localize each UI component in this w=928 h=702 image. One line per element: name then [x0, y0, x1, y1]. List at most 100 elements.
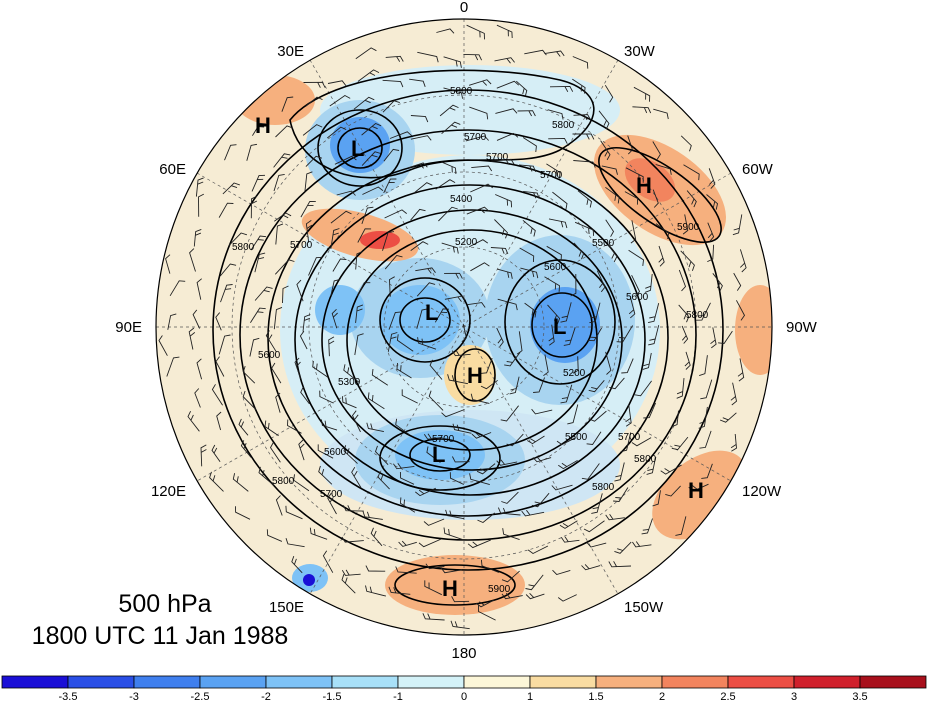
wind-barb — [730, 433, 737, 452]
wind-barb — [471, 432, 492, 439]
pressure-centers: H L H L L H L H H — [255, 113, 704, 601]
wind-barb — [254, 286, 273, 301]
longitude-labels: 0 30W 60W 90W 120W 150W 180 150E 120E 90… — [115, 0, 817, 662]
wind-barb — [648, 325, 660, 346]
wind-barb — [522, 219, 536, 237]
wind-barb — [220, 284, 233, 303]
contour-label: 5500 — [592, 238, 615, 249]
wind-barb — [480, 379, 498, 390]
anomaly-region — [735, 285, 772, 375]
wind-barb — [588, 410, 607, 422]
wind-barb — [218, 334, 231, 355]
wind-barb — [586, 542, 607, 548]
contour-line — [598, 146, 722, 244]
wind-barb — [342, 505, 364, 512]
wind-barb — [642, 352, 652, 370]
wind-barb — [355, 304, 364, 323]
wind-barb — [678, 304, 690, 323]
wind-barb — [445, 509, 465, 520]
wind-barb — [444, 295, 467, 302]
wind-barb — [322, 550, 334, 573]
wind-barb — [343, 445, 358, 464]
wind-barb — [601, 165, 618, 175]
wind-barb — [447, 374, 468, 385]
wind-barb — [287, 419, 302, 434]
wind-barb — [557, 594, 577, 602]
wind-barb — [274, 212, 292, 222]
wind-barb — [559, 520, 578, 529]
wind-barb — [652, 141, 661, 160]
wind-barb — [327, 493, 337, 515]
high-pressure-marker: H — [255, 113, 271, 138]
wind-barb — [388, 311, 402, 330]
wind-barb — [549, 85, 574, 93]
contour-line — [337, 127, 383, 169]
wind-barb — [242, 365, 256, 384]
wind-barb — [552, 191, 568, 210]
contour-labels: 5800 5700 5800 5700 5900 5400 5200 5500 … — [232, 86, 709, 595]
wind-barb — [215, 312, 222, 331]
contour-label: 5800 — [592, 482, 615, 493]
wind-barb — [469, 106, 489, 120]
wind-barb — [250, 235, 267, 251]
contour-line — [379, 277, 471, 363]
wind-barb — [461, 323, 467, 343]
wind-barb — [518, 164, 537, 172]
contour-label: 5400 — [450, 194, 473, 205]
wind-barb — [524, 302, 537, 318]
wind-barb — [357, 282, 371, 297]
wind-barb — [305, 220, 313, 243]
wind-barb — [475, 599, 495, 608]
wind-barb — [327, 80, 347, 86]
wind-barb — [285, 505, 303, 520]
wind-barb — [258, 466, 275, 486]
wind-barb — [398, 540, 417, 547]
contour-label: 5700 — [486, 152, 509, 163]
wind-barb — [480, 358, 493, 374]
wind-barb — [548, 137, 568, 144]
wind-barb — [598, 110, 610, 130]
wind-barb — [739, 249, 747, 273]
wind-barb — [560, 302, 572, 323]
wind-barb — [415, 267, 436, 274]
wind-barb — [653, 108, 669, 120]
wind-barb — [302, 314, 311, 332]
wind-barb — [737, 358, 745, 382]
wind-barb — [269, 442, 281, 463]
colorbar-swatch — [793, 675, 861, 689]
wind-barb — [712, 273, 723, 292]
wind-barb — [317, 444, 334, 459]
wind-barb — [478, 605, 496, 621]
wind-barb — [678, 269, 687, 292]
wind-barb — [680, 250, 695, 271]
wind-barb — [547, 304, 561, 325]
wind-barb — [527, 435, 545, 445]
wind-barb — [700, 379, 713, 400]
wind-barb — [423, 433, 443, 440]
wind-barb — [354, 333, 364, 356]
wind-barb — [665, 485, 681, 497]
anomaly-region — [303, 574, 315, 586]
wind-barb — [730, 382, 737, 406]
wind-barb — [501, 592, 523, 600]
wind-barb — [470, 262, 490, 272]
wind-barb — [625, 167, 644, 183]
longitude-label: 0 — [460, 0, 468, 16]
wind-barb — [275, 223, 284, 245]
wind-barb — [641, 518, 653, 535]
wind-barb — [710, 327, 717, 349]
wind-barb — [596, 270, 606, 293]
wind-barb — [517, 110, 536, 117]
wind-barb — [606, 242, 618, 263]
wind-barb — [395, 566, 417, 574]
colorbar-tick-label: 2.5 — [720, 691, 735, 702]
longitude-label: 30E — [277, 43, 304, 60]
wind-barb — [631, 275, 641, 297]
wind-barb — [424, 580, 442, 596]
colorbar-tick-label: -3.5 — [59, 691, 78, 702]
wind-barb — [382, 100, 400, 113]
wind-barb — [699, 430, 712, 449]
wind-barb — [443, 527, 464, 541]
contour-label: 5800 — [450, 86, 473, 97]
wind-barb — [496, 459, 518, 466]
